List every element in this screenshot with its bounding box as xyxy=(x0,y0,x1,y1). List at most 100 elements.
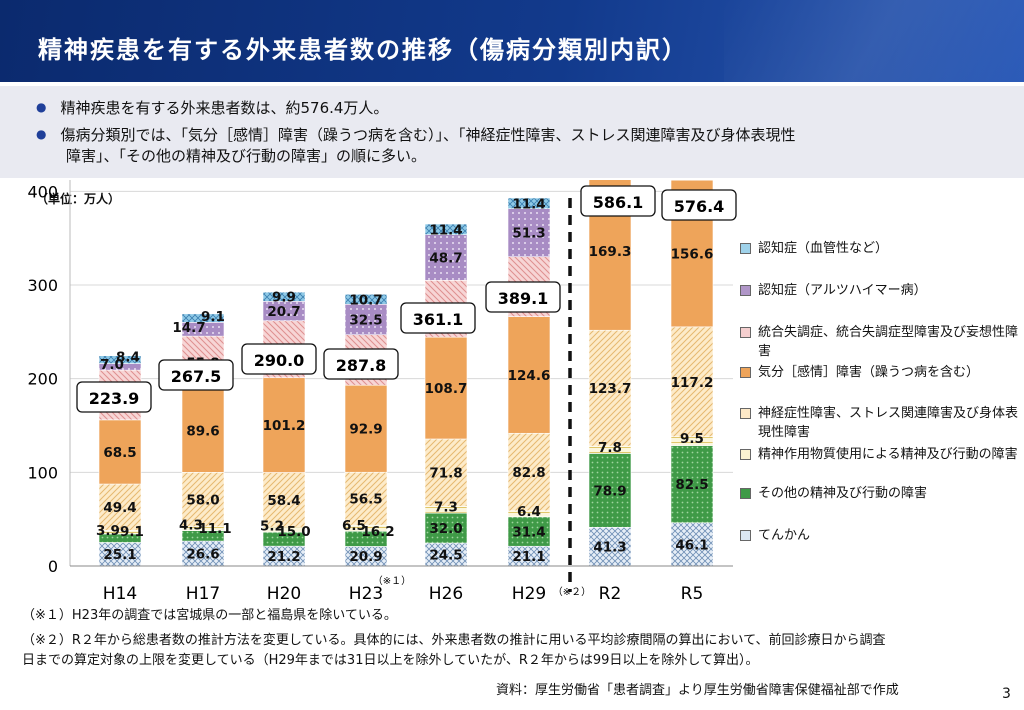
data-label: 6.5 xyxy=(342,518,366,534)
data-label: 169.3 xyxy=(589,244,632,260)
x-tick-label: H26 xyxy=(429,584,463,604)
total-callout-value: 223.9 xyxy=(89,389,140,408)
x-tick-label: R2 xyxy=(599,584,622,604)
legend-label: 精神作用物質使用による精神及び行動の障害 xyxy=(758,447,1018,462)
data-label: 108.7 xyxy=(425,381,468,397)
summary-bullet-2: ● 傷病分類別では、「気分［感情］障害（躁うつ病を含む）」、「神経症性障害、ストレ… xyxy=(36,123,796,146)
data-label: 51.3 xyxy=(512,226,545,242)
footnote-2-line-1: （※２）R２年から総患者数の推計方法を変更している。具体的には、外来患者数の推計… xyxy=(22,633,886,648)
legend-label: 統合失調症、統合失調症型障害及び妄想性障害 xyxy=(758,325,1019,359)
data-label: 14.7 xyxy=(172,320,205,336)
bar-segment xyxy=(507,197,551,209)
total-callout-box xyxy=(580,185,656,217)
bar-segment xyxy=(424,512,468,544)
data-label: 123.7 xyxy=(589,381,632,397)
bar-segment xyxy=(344,471,388,526)
data-label: 8.4 xyxy=(116,350,140,366)
total-callout-value: 576.4 xyxy=(674,197,725,216)
y-tick-label: 100 xyxy=(27,463,58,482)
legend-label: 認知症（アルツハイマー病） xyxy=(758,283,927,298)
total-callout-value: 287.8 xyxy=(336,356,387,375)
legend-swatch xyxy=(740,530,751,541)
data-label: 5.2 xyxy=(260,519,284,535)
y-tick-label: 0 xyxy=(48,557,58,576)
total-callout-value: 290.0 xyxy=(254,351,305,370)
x-tick-footnote-mark: （※２） xyxy=(553,586,591,598)
x-tick-footnote-mark: （※１） xyxy=(373,575,411,587)
total-callout-box xyxy=(485,281,561,313)
bar-segment xyxy=(181,472,225,527)
data-label: 4.3 xyxy=(179,518,203,534)
data-label: 20.9 xyxy=(349,549,382,565)
data-label: 32.0 xyxy=(429,521,462,537)
legend-label: 認知症（血管性など） xyxy=(758,241,889,256)
total-callout-box xyxy=(323,348,399,380)
data-label: 46.1 xyxy=(675,537,708,553)
y-axis: 0100200300400500600 xyxy=(27,180,71,576)
data-label: 21.1 xyxy=(512,549,545,565)
data-label: 117.2 xyxy=(671,375,714,391)
legend-swatch xyxy=(740,488,751,499)
bar-segment xyxy=(424,336,468,440)
data-label: 11.4 xyxy=(512,196,545,212)
data-label: 101.2 xyxy=(263,418,306,434)
summary-bullet-1-text: 精神疾患を有する外来患者数は、約576.4万人。 xyxy=(60,99,389,117)
summary-bullet-1: ● 精神疾患を有する外来患者数は、約576.4万人。 xyxy=(36,96,388,119)
summary-bullet-2-text: 傷病分類別では、「気分［感情］障害（躁うつ病を含む）」、「神経症性障害、ストレス… xyxy=(60,126,796,144)
total-callouts: 223.9 267.5 290.0 287.8 361.1 389.1 586.1 576.4 xyxy=(76,185,737,413)
total-callout-box xyxy=(158,359,234,391)
bar-segment xyxy=(507,208,551,258)
summary-box: ● 精神疾患を有する外来患者数は、約576.4万人。 ● 傷病分類別では、「気分［感… xyxy=(0,86,1024,178)
bar-segment xyxy=(262,472,306,528)
legend-label: 気分［感情］障害（躁うつ病を含む） xyxy=(758,365,980,380)
bar-segment xyxy=(262,291,306,302)
legend-label: 神経症性障害、ストレス関連障害及び身体表現性障害 xyxy=(758,406,1019,440)
data-label: 16.2 xyxy=(361,524,394,540)
bar-segment xyxy=(670,326,714,437)
footnote-2-line-2: 日までの算定対象の上限を変更している（H29年までは31日以上を除外していたが、… xyxy=(22,653,759,668)
data-label: 25.1 xyxy=(103,547,136,563)
page-title: 精神疾患を有する外来患者数の推移（傷病分類別内訳） xyxy=(38,36,688,64)
data-label: 7.0 xyxy=(100,357,124,373)
data-label: 56.5 xyxy=(349,492,382,508)
x-tick-label: H14 xyxy=(103,584,137,604)
title-banner: 精神疾患を有する外来患者数の推移（傷病分類別内訳） xyxy=(0,0,1024,82)
stacked-bar-chart: 0100200300400500600 25.19.13.949.468.553… xyxy=(27,180,737,604)
data-label: 92.9 xyxy=(349,422,382,438)
data-label: 10.7 xyxy=(349,292,382,308)
data-label: 7.3 xyxy=(434,500,458,516)
banner-decoration xyxy=(724,0,1024,82)
bullet-dot-icon: ● xyxy=(36,100,47,114)
page-number: 3 xyxy=(1002,686,1011,702)
total-callout-box xyxy=(241,343,317,375)
data-label: 82.5 xyxy=(675,477,708,493)
data-label: 31.4 xyxy=(512,525,545,541)
data-label: 9.1 xyxy=(120,524,144,540)
data-label: 89.6 xyxy=(186,423,219,439)
data-label: 32.5 xyxy=(349,313,382,329)
bar-segment xyxy=(344,293,388,305)
bar-segment xyxy=(344,384,388,473)
x-tick-label: H20 xyxy=(267,584,301,604)
legend-label: てんかん xyxy=(758,528,811,543)
y-tick-label: 400 xyxy=(27,182,58,201)
total-callout-value: 267.5 xyxy=(171,367,222,386)
bar-segment xyxy=(181,388,225,473)
data-label: 58.4 xyxy=(267,493,300,509)
bullet-dot-icon: ● xyxy=(36,127,47,141)
bar-segment xyxy=(344,303,388,336)
data-label: 9.1 xyxy=(201,309,225,325)
x-tick-label: H29 xyxy=(512,584,546,604)
data-label: 58.0 xyxy=(186,492,219,508)
bar-segment xyxy=(507,316,551,434)
x-tick-label: H17 xyxy=(186,584,220,604)
data-label: 21.2 xyxy=(267,549,300,565)
summary-bullet-2-continuation: 障害」、「その他の精神及び行動の障害」の順に多い。 xyxy=(66,147,427,165)
legend-swatch xyxy=(740,243,751,254)
data-label: 48.7 xyxy=(429,250,462,266)
data-label: 6.4 xyxy=(517,504,541,520)
bar-segment xyxy=(588,527,632,567)
data-label: 24.5 xyxy=(429,548,462,564)
total-callout-value: 389.1 xyxy=(498,289,549,308)
x-tick-label: H23 xyxy=(349,584,383,604)
